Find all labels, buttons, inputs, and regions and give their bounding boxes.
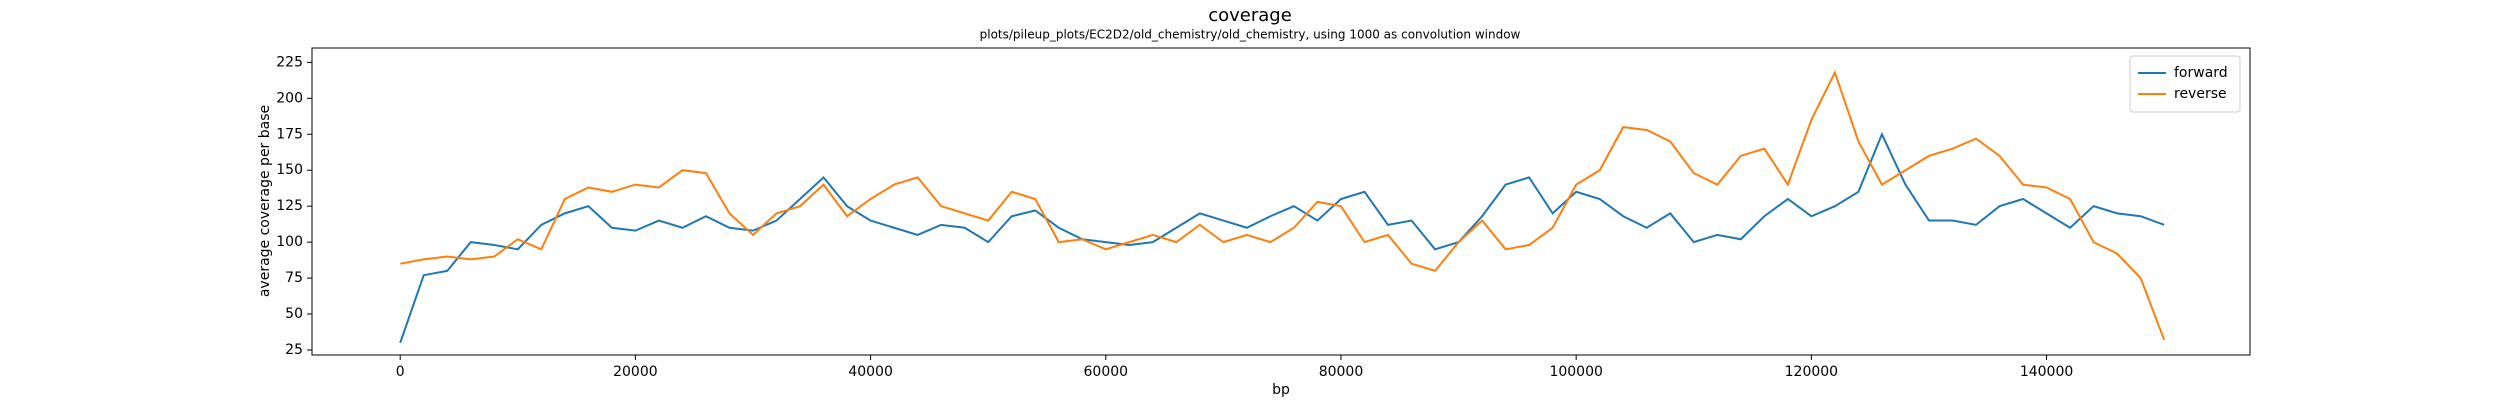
x-axis-label: bp xyxy=(1272,382,1290,398)
y-tick-label: 200 xyxy=(276,90,303,106)
chart-subtitle: plots/pileup_plots/EC2D2/old_chemistry/o… xyxy=(980,28,1521,42)
y-tick-label: 50 xyxy=(285,306,303,322)
y-tick-label: 100 xyxy=(276,234,303,250)
x-tick-label: 120000 xyxy=(1785,364,1838,380)
y-tick-label: 150 xyxy=(276,162,303,178)
legend-label: forward xyxy=(2174,65,2228,81)
legend-box xyxy=(2129,55,2241,113)
x-tick-label: 20000 xyxy=(613,364,658,380)
y-tick-label: 175 xyxy=(276,126,303,142)
legend-label: reverse xyxy=(2174,86,2227,102)
chart-title: coverage xyxy=(1208,5,1292,26)
plot-frame xyxy=(311,47,2251,356)
x-tick-label: 0 xyxy=(396,364,405,380)
y-tick-label: 125 xyxy=(276,198,303,214)
y-tick-label: 75 xyxy=(285,270,303,286)
y-axis-label: average coverage per base xyxy=(257,105,273,297)
y-tick-label: 225 xyxy=(276,54,303,70)
x-tick-label: 140000 xyxy=(2020,364,2073,380)
series-line xyxy=(400,69,2166,341)
x-tick-label: 40000 xyxy=(848,364,893,380)
series-line xyxy=(399,131,2165,344)
x-tick-label: 80000 xyxy=(1319,364,1364,380)
y-tick-label: 25 xyxy=(285,342,303,358)
x-tick-label: 100000 xyxy=(1549,364,1602,380)
x-tick-label: 60000 xyxy=(1084,364,1129,380)
